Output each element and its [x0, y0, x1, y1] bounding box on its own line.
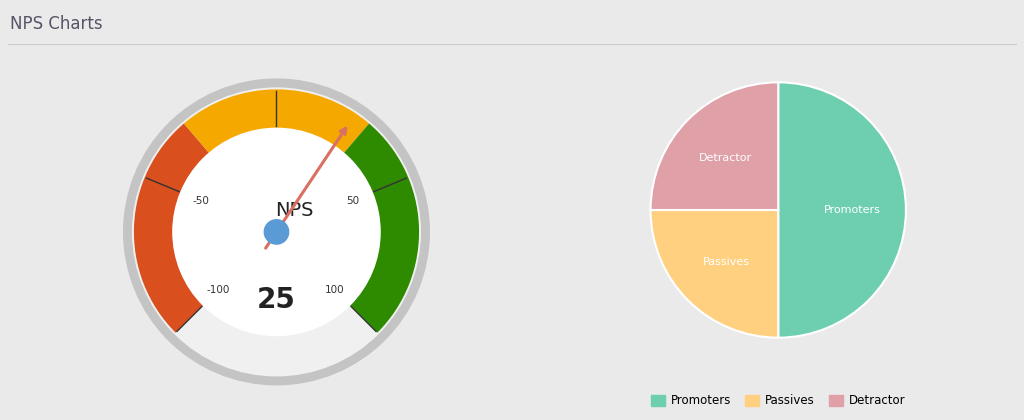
Text: Passives: Passives: [702, 257, 750, 268]
Wedge shape: [650, 82, 778, 210]
Text: 50: 50: [346, 196, 358, 205]
Text: 100: 100: [325, 285, 344, 295]
Circle shape: [132, 87, 421, 376]
Circle shape: [263, 219, 290, 245]
Circle shape: [123, 79, 430, 386]
Wedge shape: [184, 89, 369, 153]
Text: Promoters: Promoters: [824, 205, 881, 215]
Circle shape: [172, 128, 381, 336]
Text: -50: -50: [193, 196, 209, 205]
Wedge shape: [134, 123, 209, 333]
Text: NPS Charts: NPS Charts: [10, 15, 102, 33]
Wedge shape: [650, 210, 778, 338]
Text: Detractor: Detractor: [699, 152, 753, 163]
Text: NPS: NPS: [274, 201, 313, 220]
Text: -100: -100: [207, 285, 230, 295]
Wedge shape: [778, 82, 906, 338]
Text: 25: 25: [257, 286, 296, 314]
Wedge shape: [344, 123, 419, 333]
Legend: Promoters, Passives, Detractor: Promoters, Passives, Detractor: [646, 390, 910, 412]
